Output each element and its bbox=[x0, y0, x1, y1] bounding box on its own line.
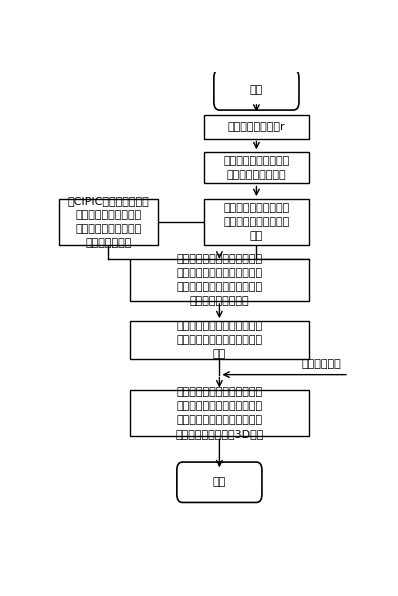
FancyBboxPatch shape bbox=[130, 390, 309, 436]
FancyBboxPatch shape bbox=[204, 199, 309, 245]
Text: 开始: 开始 bbox=[250, 85, 263, 95]
Text: 按原头相关传递函数库中的数
据格式，记录近场头相关传递
函数: 按原头相关传递函数库中的数 据格式，记录近场头相关传递 函数 bbox=[176, 321, 262, 359]
Text: 分别将左右耳的头相关传递函
数与对应的距离变量函数值进
行计算得到对应的左右耳近场
头相关传递函数数据: 分别将左右耳的头相关传递函 数与对应的距离变量函数值进 行计算得到对应的左右耳近… bbox=[176, 254, 262, 306]
FancyBboxPatch shape bbox=[204, 114, 309, 138]
Text: 输入一段音频: 输入一段音频 bbox=[301, 359, 341, 369]
Text: 结束: 结束 bbox=[213, 477, 226, 488]
FancyBboxPatch shape bbox=[204, 153, 309, 184]
Text: 将CIPIC头相关传递函数
库视作远场头相关传递
函数库，从中任选一组
头相关传递函数: 将CIPIC头相关传递函数 库视作远场头相关传递 函数库，从中任选一组 头相关传… bbox=[68, 196, 149, 248]
FancyBboxPatch shape bbox=[214, 70, 299, 110]
Text: 计算不同距离下声源到
硬质球体表点的声压: 计算不同距离下声源到 硬质球体表点的声压 bbox=[223, 156, 289, 180]
Text: 输入近场声源距离r: 输入近场声源距离r bbox=[228, 122, 285, 132]
FancyBboxPatch shape bbox=[130, 321, 309, 359]
FancyBboxPatch shape bbox=[59, 199, 158, 245]
Text: 将上述头相关传递函数进行时
频变换得到对应头相关传递冲
激响应，将之与输入的音频信
号进行卷积即可得到3D音频: 将上述头相关传递函数进行时 频变换得到对应头相关传递冲 激响应，将之与输入的音频… bbox=[175, 387, 263, 439]
FancyBboxPatch shape bbox=[130, 259, 309, 301]
FancyBboxPatch shape bbox=[177, 462, 262, 502]
Text: 计算左右耳对应硬质球
体上位置的距离变量函
数值: 计算左右耳对应硬质球 体上位置的距离变量函 数值 bbox=[223, 203, 289, 241]
